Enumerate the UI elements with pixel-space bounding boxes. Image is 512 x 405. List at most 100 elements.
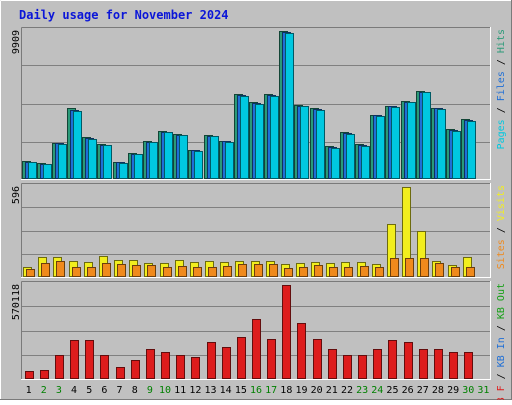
panel-middle-bar-sites-day-9	[147, 265, 156, 277]
x-tick-label-day-31: 31	[477, 385, 489, 396]
panel-top-bar-pages-day-19	[300, 106, 309, 179]
panel-bottom-bar-kbf-day-5	[85, 340, 94, 379]
x-tick-label-day-26: 26	[402, 385, 414, 396]
panel-top-bar-pages-day-1	[28, 162, 37, 179]
x-tick-label-day-5: 5	[86, 385, 92, 396]
x-tick-label-day-17: 17	[265, 385, 277, 396]
panel-bottom-bar-kbf-day-20	[313, 339, 322, 379]
panel-middle-bar-sites-day-19	[299, 267, 308, 277]
panel-bottom-bar-kbf-day-10	[161, 352, 170, 379]
panel-middle-bar-sites-day-5	[87, 267, 96, 277]
x-tick-label-day-29: 29	[447, 385, 459, 396]
x-tick-label-day-9: 9	[147, 385, 153, 396]
panel-middle-legend-part-0: Sites	[496, 239, 507, 269]
panel-bottom-bar-kbf-day-3	[55, 355, 64, 379]
panel-bottom-bar-kbf-day-2	[40, 370, 49, 379]
x-tick-label-day-23: 23	[356, 385, 368, 396]
x-tick-label-day-3: 3	[56, 385, 62, 396]
panel-top-bar-pages-day-10	[164, 132, 173, 179]
panel-bottom-bar-kbf-day-9	[146, 349, 155, 379]
x-tick-label-day-18: 18	[280, 385, 292, 396]
panel-bottom-bar-kbf-day-22	[343, 355, 352, 379]
panel-top-bar-pages-day-14	[225, 142, 234, 179]
panel-middle-bar-sites-day-26	[405, 258, 414, 277]
panel-middle-bar-sites-day-30	[466, 267, 475, 277]
panel-top-bar-pages-day-6	[103, 145, 112, 179]
panel-middle-bar-sites-day-27	[420, 258, 429, 277]
x-tick-label-day-27: 27	[417, 385, 429, 396]
panel-middle-bar-sites-day-15	[238, 264, 247, 277]
panel-bottom-bar-kbf-day-17	[267, 339, 276, 379]
x-tick-label-day-2: 2	[41, 385, 47, 396]
panel-middle-ymax-label: 596	[11, 186, 22, 204]
panel-top-legend-part-3: /	[496, 53, 507, 71]
panel-bottom-bar-kbf-day-28	[434, 349, 443, 379]
panel-top-bar-pages-day-24	[376, 116, 385, 179]
panel-bottom-bar-kbf-day-14	[222, 347, 231, 379]
panel-top-bar-pages-day-16	[255, 104, 264, 179]
panel-middle-bar-sites-day-20	[314, 265, 323, 277]
panel-middle-bar-sites-day-28	[435, 263, 444, 277]
panel-bottom-bar-kbf-day-13	[207, 342, 216, 379]
panel-middle-bar-sites-day-4	[72, 267, 81, 277]
panel-middle-bar-sites-day-7	[117, 264, 126, 277]
panel-middle-legend-part-1: /	[496, 221, 507, 239]
panel-top-legend-part-0: Pages	[496, 119, 507, 149]
panel-top-bar-pages-day-21	[331, 148, 340, 179]
panel-top-bar-pages-day-18	[285, 33, 294, 179]
x-tick-label-day-21: 21	[326, 385, 338, 396]
panel-bottom-bar-kbf-day-4	[70, 340, 79, 379]
panel-top-legend-part-4: Hits	[496, 29, 507, 53]
x-tick-label-day-12: 12	[189, 385, 201, 396]
panel-middle-legend-label: Sites / Visits	[496, 185, 507, 269]
panel-middle-bar-sites-day-22	[344, 267, 353, 277]
panel-top-legend-part-2: Files	[496, 71, 507, 101]
panel-top-ymax-label: 9909	[11, 30, 22, 54]
panel-top-bar-pages-day-2	[43, 164, 52, 179]
x-tick-label-day-30: 30	[462, 385, 474, 396]
panel-top-bar-pages-day-11	[179, 135, 188, 179]
panel-bottom-bar-kbf-day-19	[297, 323, 306, 379]
panel-bottom-bar-kbf-day-30	[464, 352, 473, 379]
x-tick-label-day-8: 8	[132, 385, 138, 396]
panel-top-bar-pages-day-26	[407, 102, 416, 179]
panel-top-bar-pages-day-8	[134, 154, 143, 179]
panel-bottom-bar-kbf-day-8	[131, 360, 140, 379]
panel-bottom-bar-kbf-day-15	[237, 337, 246, 379]
panel-bottom-bar-kbf-day-1	[25, 371, 34, 379]
panel-bottom-legend-label: KB F / KB In / KB Out	[496, 283, 507, 400]
panel-bottom-bar-kbf-day-24	[373, 349, 382, 379]
x-tick-label-day-13: 13	[204, 385, 216, 396]
panel-top-bar-pages-day-25	[391, 107, 400, 179]
panel-top-bar-pages-day-28	[437, 109, 446, 179]
panel-middle-bar-sites-day-24	[375, 267, 384, 277]
x-tick-label-day-4: 4	[71, 385, 77, 396]
x-tick-label-day-14: 14	[220, 385, 232, 396]
panel-middle-bar-sites-day-6	[102, 263, 111, 277]
panel-middle-bar-sites-day-11	[178, 266, 187, 277]
panel-bottom-bar-kbf-day-26	[404, 342, 413, 379]
x-tick-label-day-22: 22	[341, 385, 353, 396]
panel-top-bar-pages-day-23	[361, 146, 370, 179]
panel-top-bar-pages-day-30	[467, 121, 476, 179]
panel-middle-bar-sites-day-18	[284, 268, 293, 277]
panel-top-legend-part-1: /	[496, 101, 507, 119]
panel-bottom-legend-part-2: KB In	[496, 337, 507, 367]
panel-bottom-ymax-label: 570118	[11, 284, 22, 320]
panel-middle-bar-sites-day-12	[193, 267, 202, 277]
panel-bottom-bar-kbf-day-23	[358, 355, 367, 379]
chart-title: Daily usage for November 2024	[19, 8, 229, 22]
x-tick-label-day-10: 10	[159, 385, 171, 396]
panel-bottom-legend-part-0: KB F	[496, 385, 507, 400]
x-tick-label-day-20: 20	[311, 385, 323, 396]
panel-top-bar-pages-day-5	[88, 139, 97, 179]
x-tick-label-day-15: 15	[235, 385, 247, 396]
x-tick-label-day-25: 25	[386, 385, 398, 396]
panel-bottom-bar-kbf-day-7	[116, 367, 125, 379]
panel-bottom-bar-kbf-day-18	[282, 285, 291, 379]
panel-top-bar-pages-day-20	[316, 110, 325, 179]
panel-top-bar-pages-day-29	[452, 131, 461, 179]
panel-bottom-legend-part-3: /	[496, 319, 507, 337]
panel-bottom-bar-kbf-day-12	[191, 357, 200, 379]
